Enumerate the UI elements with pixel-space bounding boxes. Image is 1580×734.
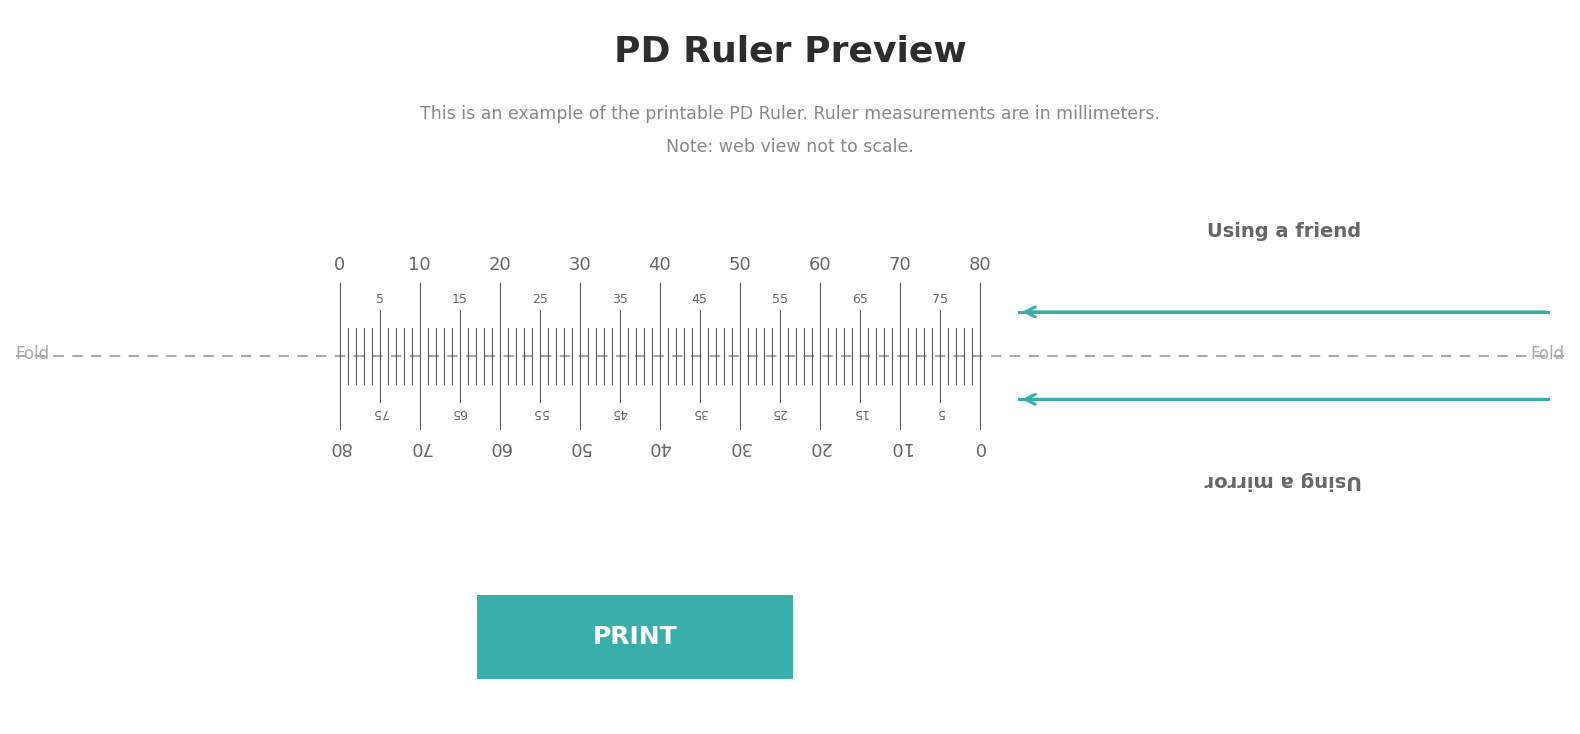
Text: 30: 30	[728, 438, 750, 457]
Text: 25: 25	[771, 406, 787, 419]
Text: 20: 20	[809, 438, 831, 457]
Text: 65: 65	[852, 293, 867, 306]
Text: 40: 40	[648, 438, 672, 457]
Text: This is an example of the printable PD Ruler. Ruler measurements are in millimet: This is an example of the printable PD R…	[420, 105, 1160, 123]
Text: PD Ruler Preview: PD Ruler Preview	[613, 34, 967, 68]
Text: 60: 60	[488, 438, 510, 457]
Text: 45: 45	[611, 406, 627, 419]
Text: 10: 10	[408, 255, 431, 274]
Text: 15: 15	[452, 293, 468, 306]
Text: 15: 15	[852, 406, 867, 419]
Text: 20: 20	[488, 255, 510, 274]
Text: 0: 0	[333, 255, 346, 274]
Text: PRINT: PRINT	[592, 625, 678, 649]
Text: 50: 50	[569, 438, 591, 457]
Text: Using a mirror: Using a mirror	[1206, 471, 1362, 490]
Text: 55: 55	[771, 293, 788, 306]
Text: 40: 40	[648, 255, 672, 274]
Text: 80: 80	[969, 255, 991, 274]
Text: Fold: Fold	[16, 345, 51, 363]
Text: Note: web view not to scale.: Note: web view not to scale.	[667, 138, 913, 156]
Text: Fold: Fold	[1529, 345, 1564, 363]
Text: 35: 35	[692, 406, 708, 419]
Text: 65: 65	[452, 406, 468, 419]
Text: 25: 25	[532, 293, 548, 306]
Text: 60: 60	[809, 255, 831, 274]
Text: Using a friend: Using a friend	[1207, 222, 1360, 241]
Text: 45: 45	[692, 293, 708, 306]
Text: 55: 55	[531, 406, 548, 419]
Text: 10: 10	[888, 438, 912, 457]
Text: 70: 70	[888, 255, 912, 274]
Text: 75: 75	[371, 406, 387, 419]
Text: 0: 0	[973, 438, 986, 457]
Text: 75: 75	[932, 293, 948, 306]
Text: 5: 5	[935, 406, 943, 419]
Text: 30: 30	[569, 255, 591, 274]
FancyBboxPatch shape	[477, 595, 793, 679]
Text: 80: 80	[329, 438, 351, 457]
Text: 35: 35	[611, 293, 627, 306]
Text: 5: 5	[376, 293, 384, 306]
Text: 70: 70	[408, 438, 431, 457]
Text: 50: 50	[728, 255, 750, 274]
